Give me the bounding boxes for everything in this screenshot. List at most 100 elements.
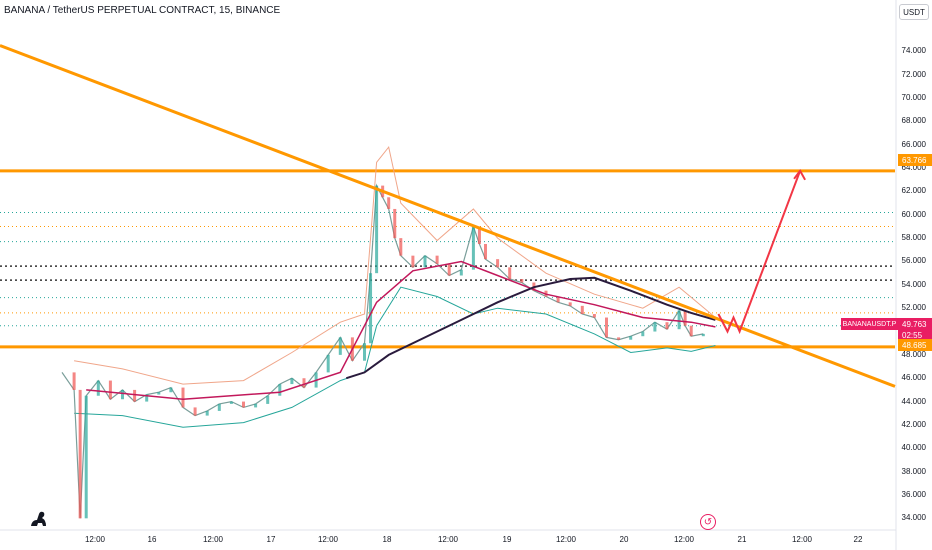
- candle-38: [471, 226, 475, 270]
- candle-3: [84, 395, 88, 519]
- candle-17: [254, 403, 258, 408]
- candle-39: [477, 226, 481, 244]
- dinosaur-icon: [31, 511, 46, 526]
- y-tick-label: 72.000: [901, 69, 926, 79]
- currency-badge[interactable]: USDT: [899, 4, 929, 20]
- candle-48: [580, 305, 584, 315]
- candle-12: [193, 407, 197, 416]
- price-series: [61, 183, 705, 519]
- candle-42: [508, 267, 512, 279]
- last-price-tag: 49.763 02:55: [898, 318, 932, 342]
- candle-35: [435, 255, 439, 264]
- x-tick-label: 12:00: [437, 535, 459, 544]
- candle-49: [592, 314, 596, 318]
- candle-37: [459, 269, 463, 276]
- candle-32: [399, 238, 403, 256]
- x-tick-label: 17: [266, 535, 276, 544]
- candle-52: [629, 336, 633, 340]
- candle-2: [78, 389, 82, 519]
- candle-53: [641, 331, 645, 337]
- x-tick-label: 21: [737, 535, 747, 544]
- candle-30: [387, 197, 391, 209]
- candle-13: [205, 410, 209, 416]
- y-tick-label: 54.000: [901, 279, 926, 289]
- x-tick-label: 12:00: [673, 535, 695, 544]
- candle-7: [133, 389, 137, 402]
- y-tick-label: 58.000: [901, 233, 926, 243]
- candle-55: [665, 322, 669, 330]
- y-tick-label: 44.000: [901, 396, 926, 406]
- trendlines: [0, 44, 896, 388]
- candle-40: [484, 243, 487, 260]
- y-tick-label: 74.000: [901, 46, 926, 56]
- y-tick-label: 48.000: [901, 349, 926, 359]
- tradingview-logo[interactable]: [28, 508, 50, 535]
- candle-18: [266, 395, 270, 404]
- y-tick-label: 70.000: [901, 93, 926, 103]
- projection-arrowhead: [793, 168, 806, 181]
- x-tick-label: 12:00: [317, 535, 339, 544]
- candle-41: [496, 259, 500, 268]
- dark-moving-average: [345, 276, 716, 380]
- candle-15: [229, 401, 233, 404]
- candle-10: [169, 387, 173, 393]
- candle-33: [411, 255, 415, 268]
- candle-11: [181, 387, 185, 408]
- y-tick-label: 42.000: [901, 419, 926, 429]
- indicator-bands: [74, 145, 716, 428]
- candle-5: [108, 380, 112, 400]
- candle-46: [556, 296, 560, 303]
- candle-27: [369, 273, 373, 344]
- candle-51: [617, 337, 621, 340]
- y-tick-label: 34.000: [901, 513, 926, 523]
- candle-36: [447, 263, 451, 276]
- horizontal-levels: [0, 169, 895, 349]
- price-line: [61, 183, 704, 519]
- x-tick-label: 12:00: [202, 535, 224, 544]
- candle-23: [326, 354, 330, 373]
- candle-26: [363, 343, 366, 361]
- y-tick-label: 56.000: [901, 256, 926, 266]
- candle-50: [605, 317, 608, 338]
- candle-59: [701, 333, 705, 337]
- y-tick-label: 38.000: [901, 466, 926, 476]
- axis-separator: [0, 0, 897, 550]
- x-tick-label: 22: [853, 535, 863, 544]
- descending-trendline: [0, 44, 896, 388]
- y-tick-label: 36.000: [901, 489, 926, 499]
- support-price-tag: 48.685: [898, 339, 932, 351]
- projection-arrow: [717, 170, 802, 335]
- candle-56: [677, 310, 681, 330]
- candle-58: [689, 325, 693, 337]
- resistance-price-tag: 63.766: [898, 154, 932, 166]
- y-tick-label: 64.000: [901, 163, 926, 173]
- last-price-value: 49.763: [902, 320, 927, 329]
- candle-6: [121, 389, 124, 400]
- candle-21: [302, 378, 306, 388]
- countdown-value: 02:55: [902, 331, 923, 340]
- candle-57: [683, 310, 687, 326]
- candle-47: [568, 302, 572, 306]
- candle-1: [72, 372, 76, 390]
- symbol-title[interactable]: BANANA / TetherUS PERPETUAL CONTRACT, 15…: [4, 5, 281, 16]
- y-tick-label: 46.000: [901, 373, 926, 383]
- symbol-price-label: BANANAUSDT.P: [841, 318, 898, 330]
- moving-averages: [86, 260, 716, 400]
- y-tick-label: 40.000: [901, 443, 926, 453]
- x-tick-label: 18: [382, 535, 392, 544]
- x-tick-label: 20: [619, 535, 629, 544]
- x-tick-label: 19: [502, 535, 512, 544]
- y-tick-label: 52.000: [901, 303, 926, 313]
- y-tick-label: 68.000: [901, 116, 926, 126]
- candle-8: [145, 394, 149, 402]
- x-tick-label: 12:00: [84, 535, 106, 544]
- y-tick-label: 62.000: [901, 186, 926, 196]
- replay-icon[interactable]: ↺: [700, 514, 716, 530]
- candle-9: [157, 392, 161, 395]
- x-tick-label: 12:00: [555, 535, 577, 544]
- candle-24: [338, 337, 342, 355]
- candle-43: [520, 279, 524, 283]
- candle-4: [96, 380, 100, 396]
- candle-20: [290, 378, 294, 385]
